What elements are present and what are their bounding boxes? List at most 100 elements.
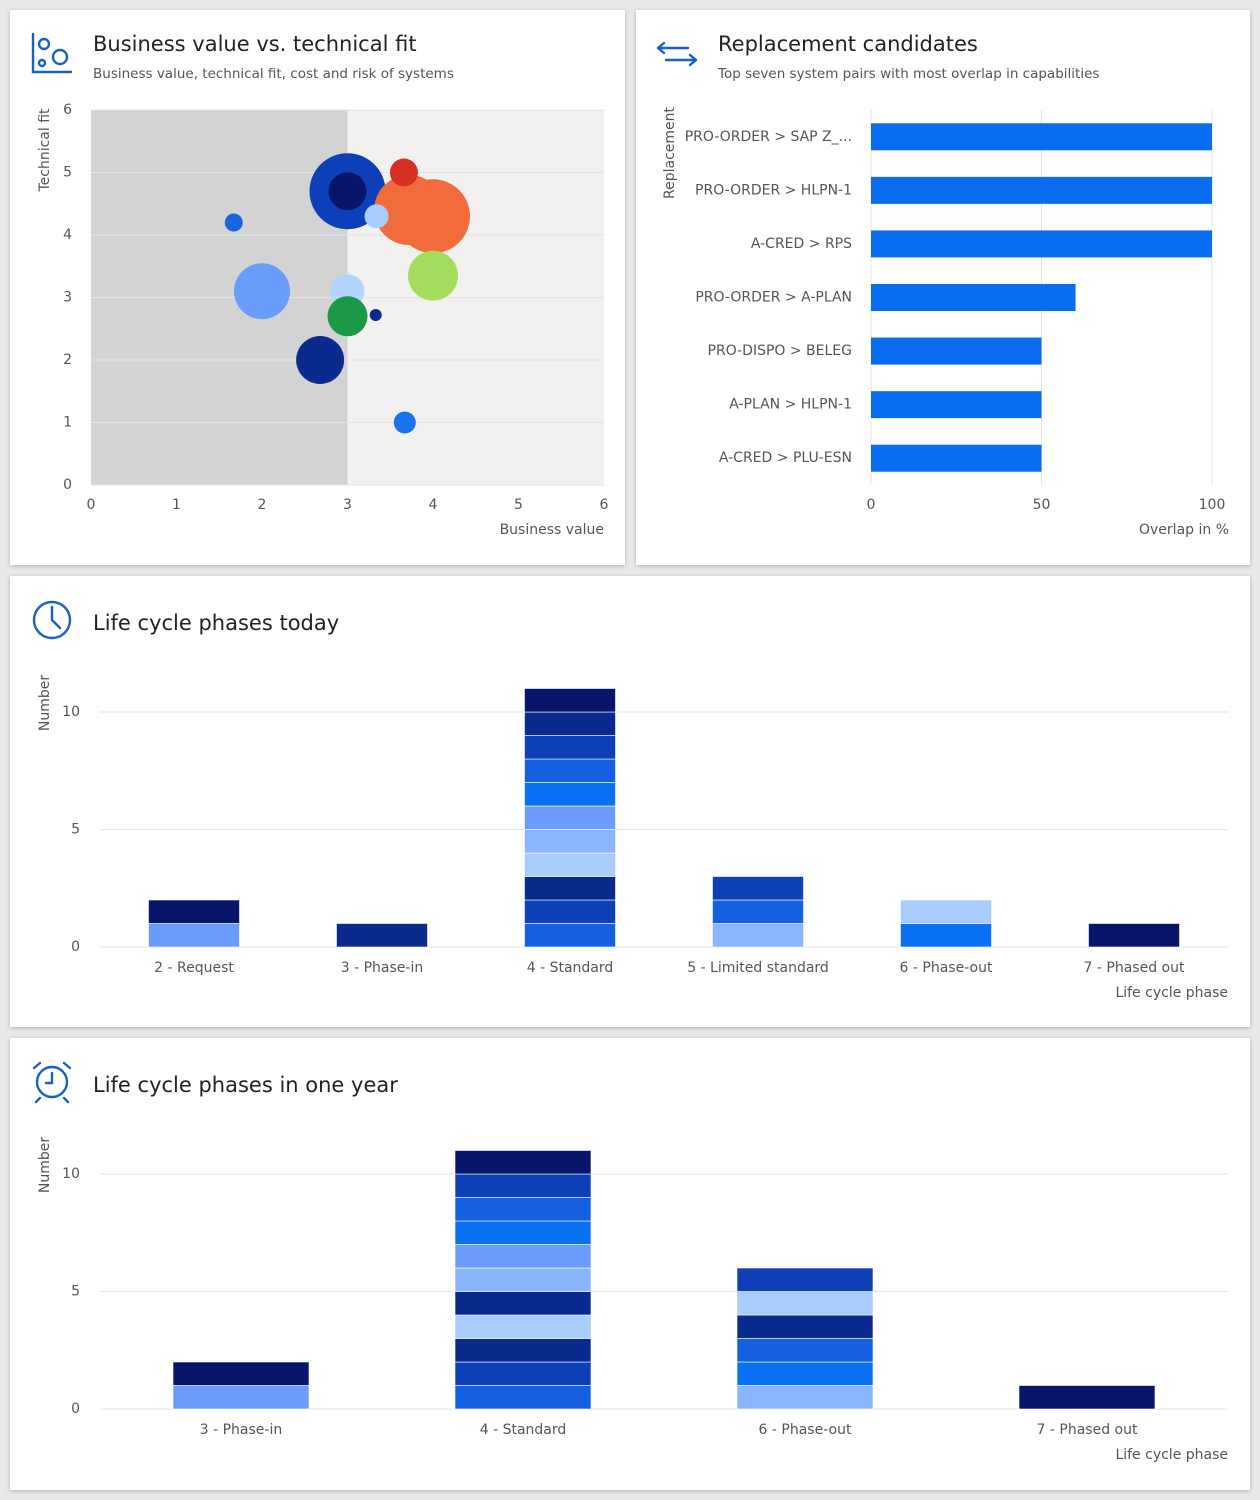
panel [10, 576, 1250, 1027]
y-tick-label: PRO-DISPO > BELEG [708, 343, 852, 359]
y-tick-label: 3 [63, 290, 72, 306]
bar [871, 391, 1042, 419]
bar-segment [524, 923, 616, 948]
bubble [389, 158, 418, 187]
x-axis-label: Life cycle phase [1115, 985, 1228, 1001]
bar-segment [524, 688, 616, 713]
bubble [296, 336, 345, 384]
y-tick-label: 0 [71, 1401, 80, 1417]
bubble [224, 213, 243, 232]
bar [871, 337, 1042, 365]
bubble [393, 411, 416, 434]
bar-segment [524, 876, 616, 901]
bar-segment [454, 1173, 592, 1198]
bar-segment [712, 899, 804, 924]
bubble [328, 172, 367, 211]
x-tick-label: 100 [1199, 497, 1226, 513]
y-tick-label: A-CRED > RPS [751, 236, 852, 252]
x-tick-label: 3 - Phase-in [341, 960, 423, 976]
y-tick-label: A-PLAN > HLPN-1 [729, 397, 852, 413]
bar-segment [454, 1150, 592, 1175]
y-tick-label: 0 [63, 477, 72, 493]
bar-segment [454, 1220, 592, 1245]
chart-title: Business value vs. technical fit [93, 32, 417, 56]
bar-segment [454, 1361, 592, 1386]
chart-title: Life cycle phases today [93, 611, 339, 635]
bar-segment [524, 735, 616, 760]
x-tick-label: 7 - Phased out [1084, 960, 1185, 976]
bar-segment [524, 805, 616, 830]
icon-bubble [31, 32, 73, 74]
y-tick-label: 5 [63, 165, 72, 181]
x-axis-label: Life cycle phase [1115, 1447, 1228, 1463]
icon-clock [32, 600, 72, 640]
bar [871, 123, 1212, 151]
y-tick-label: 5 [71, 1284, 80, 1300]
bar-segment [736, 1361, 874, 1386]
y-tick-label: 10 [62, 1166, 80, 1182]
bubble [408, 250, 458, 301]
bar-segment [736, 1338, 874, 1363]
bar-segment [454, 1314, 592, 1339]
y-tick-label: 1 [63, 415, 72, 431]
y-axis-label: Technical fit [37, 108, 53, 193]
bar-segment [454, 1197, 592, 1222]
bar [871, 230, 1212, 258]
bar-segment [336, 923, 428, 948]
y-tick-label: 2 [63, 352, 72, 368]
icon-swap [656, 41, 698, 67]
bubble [396, 179, 470, 254]
x-tick-label: 5 - Limited standard [687, 960, 829, 976]
bar-segment [172, 1361, 310, 1386]
icon-alarm [32, 1061, 72, 1104]
bar-segment [454, 1244, 592, 1269]
y-tick-label: A-CRED > PLU-ESN [719, 450, 852, 466]
bar-segment [712, 876, 804, 901]
chart-title: Replacement candidates [718, 32, 978, 56]
x-tick-label: 2 - Request [154, 960, 234, 976]
y-tick-label: PRO-ORDER > HLPN-1 [695, 182, 852, 198]
chart-subtitle: Top seven system pairs with most overlap… [717, 66, 1099, 82]
x-tick-label: 0 [867, 497, 876, 513]
y-tick-label: PRO-ORDER > A-PLAN [695, 290, 852, 306]
bar-segment [524, 852, 616, 877]
x-tick-label: 4 [429, 497, 438, 513]
bar-segment [736, 1291, 874, 1316]
x-tick-label: 6 [600, 497, 609, 513]
x-tick-label: 6 - Phase-out [900, 960, 993, 976]
bubble [369, 309, 382, 321]
y-tick-label: 6 [63, 102, 72, 118]
y-tick-label: 10 [62, 704, 80, 720]
bubble [327, 296, 368, 337]
bar-segment [524, 829, 616, 854]
bar-segment [172, 1385, 310, 1410]
bar-segment [524, 758, 616, 783]
bar-segment [736, 1385, 874, 1410]
bar-segment [524, 782, 616, 807]
x-axis-label: Overlap in % [1139, 522, 1229, 538]
x-tick-label: 3 - Phase-in [200, 1422, 282, 1438]
bar [871, 284, 1076, 311]
bar [871, 444, 1042, 472]
bar-segment [454, 1291, 592, 1316]
bar-segment [524, 711, 616, 736]
bar-segment [148, 899, 240, 924]
bar-segment [712, 923, 804, 948]
y-tick-label: PRO-ORDER > SAP Z_... [685, 129, 852, 145]
x-axis-label: Business value [500, 522, 604, 538]
x-tick-label: 1 [172, 497, 181, 513]
bar-segment [736, 1314, 874, 1339]
bar-segment [454, 1338, 592, 1363]
y-axis-label: Number [37, 675, 53, 731]
bar-segment [148, 923, 240, 948]
x-tick-label: 4 - Standard [527, 960, 614, 976]
x-tick-label: 50 [1033, 497, 1051, 513]
bar-segment [736, 1267, 874, 1292]
x-tick-label: 4 - Standard [480, 1422, 567, 1438]
y-tick-label: 4 [63, 227, 72, 243]
x-tick-label: 5 [514, 497, 523, 513]
x-tick-label: 0 [87, 497, 96, 513]
panel [10, 1038, 1250, 1490]
bar-segment [1018, 1385, 1156, 1410]
